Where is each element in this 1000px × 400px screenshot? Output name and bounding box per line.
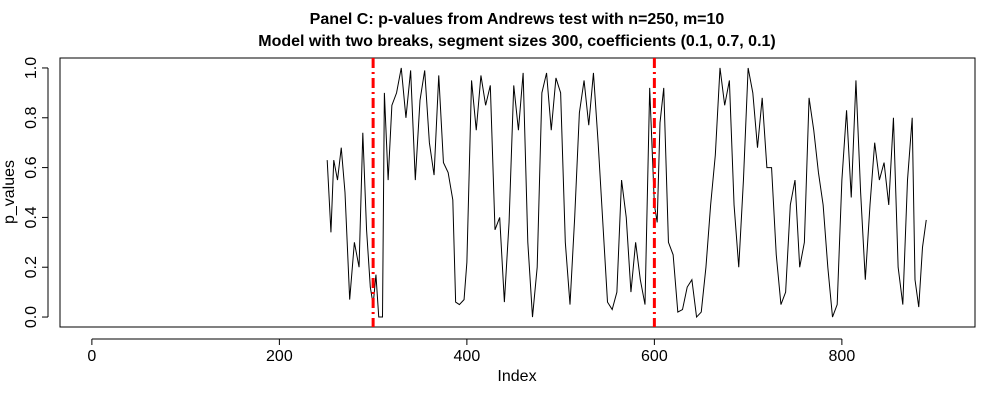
y-tick-label: 0.2 <box>23 256 40 278</box>
y-tick-label: 1.0 <box>23 57 40 79</box>
x-tick-label: 400 <box>454 348 481 365</box>
y-tick-label: 0.4 <box>23 206 40 228</box>
data-line <box>326 67 927 319</box>
y-tick-label: 0.0 <box>23 306 40 328</box>
chart-subtitle: Model with two breaks, segment sizes 300… <box>258 33 776 50</box>
x-tick-label: 0 <box>87 348 96 365</box>
x-tick-label: 600 <box>641 348 668 365</box>
x-axis-label: Index <box>497 368 536 385</box>
plot-frame <box>59 57 976 328</box>
y-tick-label: 0.8 <box>23 107 40 129</box>
x-tick-label: 200 <box>266 348 293 365</box>
y-tick-label: 0.6 <box>23 156 40 178</box>
y-axis-label: p_values <box>1 160 18 224</box>
chart-title: Panel C: p-values from Andrews test with… <box>310 11 725 28</box>
x-tick-label: 800 <box>829 348 856 365</box>
